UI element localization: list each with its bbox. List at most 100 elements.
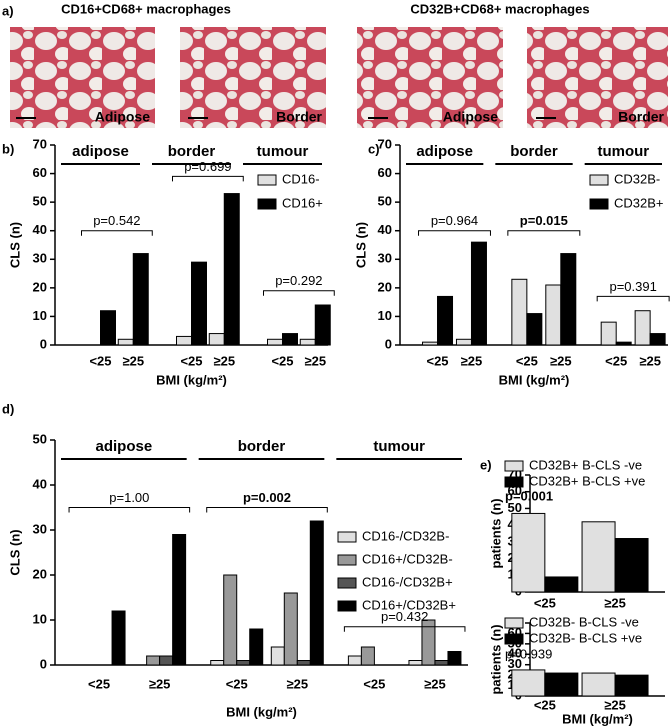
- group-label: tumour: [373, 438, 425, 455]
- panel-letter: b): [2, 141, 14, 156]
- x-tick-label: ≥25: [304, 353, 326, 368]
- y-tick-label: 30: [508, 656, 522, 671]
- bar: [614, 538, 649, 593]
- bar: [422, 341, 439, 346]
- y-tick-label: 20: [33, 566, 47, 581]
- legend-swatch: [337, 531, 357, 543]
- y-tick-label: 20: [378, 279, 392, 294]
- p-value: p=0.001: [505, 488, 553, 503]
- bar: [545, 284, 562, 346]
- y-tick-label: 20: [33, 279, 47, 294]
- y-tick-label: 30: [33, 521, 47, 536]
- y-tick-label: 30: [33, 251, 47, 266]
- bar: [544, 672, 579, 697]
- legend-label: CD32B+: [614, 195, 664, 210]
- x-tick-label: ≥25: [286, 676, 308, 691]
- bar: [408, 660, 423, 666]
- y-tick-label: 50: [508, 500, 522, 515]
- legend-label: CD16+/CD32B+: [362, 597, 456, 612]
- bar: [634, 310, 651, 346]
- panel-letter: d): [2, 401, 14, 416]
- legend-swatch: [337, 577, 357, 589]
- legend-label: CD32B- B-CLS +ve: [529, 630, 642, 645]
- x-tick-label: <25: [426, 353, 448, 368]
- y-tick-label: 10: [33, 611, 47, 626]
- bar: [649, 333, 666, 346]
- bar: [360, 646, 375, 666]
- y-tick-label: 70: [33, 136, 47, 151]
- y-tick-label: 10: [33, 308, 47, 323]
- x-tick-label: <25: [534, 595, 556, 610]
- p-value: p=0.002: [243, 490, 291, 505]
- x-tick-label: ≥25: [604, 697, 626, 712]
- bar: [600, 321, 617, 346]
- x-axis-title: BMI (kg/m²): [499, 372, 570, 387]
- x-tick-label: <25: [271, 353, 293, 368]
- x-tick-label: <25: [89, 353, 111, 368]
- p-value: p=0.542: [93, 213, 140, 228]
- legend-swatch: [337, 600, 357, 612]
- bar: [421, 619, 436, 666]
- y-tick-label: 0: [40, 656, 47, 671]
- legend-label: CD32B-: [614, 171, 660, 186]
- bar: [100, 310, 116, 346]
- x-tick-label: ≥25: [604, 595, 626, 610]
- x-tick-label: ≥25: [639, 353, 661, 368]
- bar: [544, 576, 579, 593]
- bar: [208, 333, 225, 346]
- significance-bracket: [81, 230, 153, 236]
- x-tick-label: <25: [180, 353, 202, 368]
- bar: [223, 193, 240, 346]
- bar: [615, 341, 632, 346]
- p-value: p=0.432: [381, 609, 428, 624]
- x-tick-label: ≥25: [424, 676, 446, 691]
- legend-label: CD16-/CD32B+: [362, 574, 453, 589]
- y-tick-label: 50: [378, 194, 392, 209]
- legend-label: CD32B+ B-CLS -ve: [529, 457, 642, 472]
- bar: [560, 253, 577, 346]
- y-axis-title: CLS (n): [353, 222, 368, 268]
- bar: [581, 521, 616, 593]
- significance-bracket: [172, 175, 244, 182]
- bar: [159, 655, 174, 666]
- significance-bracket: [418, 230, 491, 236]
- x-tick-label: <25: [226, 676, 248, 691]
- x-axis-title: BMI (kg/m²): [226, 704, 297, 719]
- p-value: p=0.015: [520, 213, 568, 228]
- p-value: p=0.391: [609, 279, 656, 294]
- bar: [223, 574, 238, 666]
- significance-bracket: [263, 290, 335, 296]
- legend-label: CD32B+ B-CLS +ve: [529, 473, 645, 488]
- image-label: Adipose: [95, 109, 150, 125]
- group-label: border: [238, 438, 286, 455]
- x-tick-label: <25: [88, 676, 110, 691]
- bar: [455, 338, 472, 346]
- bar: [270, 646, 285, 666]
- x-axis-title: BMI (kg/m²): [156, 372, 227, 387]
- y-axis-title: CLS (n): [7, 529, 22, 575]
- image-label: Border: [618, 109, 664, 125]
- bar: [526, 313, 543, 346]
- x-tick-label: ≥25: [550, 353, 572, 368]
- bar: [267, 338, 283, 346]
- bar: [176, 335, 192, 346]
- y-tick-label: 50: [33, 194, 47, 209]
- x-axis-title: BMI (kg/m²): [562, 711, 633, 726]
- x-tick-label: <25: [363, 676, 385, 691]
- significance-bracket: [206, 507, 328, 513]
- micrograph: Border: [527, 27, 668, 128]
- x-tick-label: ≥25: [213, 353, 235, 368]
- bar: [210, 660, 225, 666]
- significance-bracket: [596, 295, 670, 302]
- bar: [282, 333, 298, 346]
- y-tick-label: 30: [378, 251, 392, 266]
- legend-swatch: [504, 476, 524, 488]
- bar: [132, 253, 149, 346]
- bar: [309, 520, 324, 666]
- legend-swatch: [257, 198, 277, 210]
- y-axis-title: patients (n): [488, 498, 503, 568]
- group-label: tumour: [257, 143, 309, 160]
- legend-swatch: [337, 554, 357, 566]
- x-tick-label: <25: [516, 353, 538, 368]
